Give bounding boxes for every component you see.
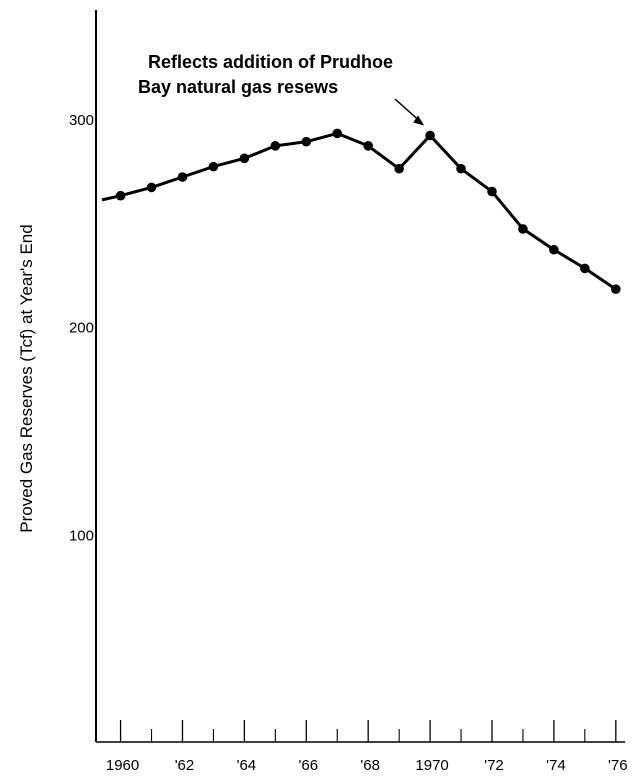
data-point (518, 224, 528, 234)
data-point (580, 263, 590, 274)
x-tick-label: '76 (608, 757, 628, 774)
series-line (101, 131, 617, 291)
data-point (332, 128, 343, 139)
x-tick-label: '62 (175, 757, 195, 774)
data-point (549, 244, 559, 255)
data-point (394, 163, 404, 174)
x-tick-label: 1970 (415, 757, 448, 774)
annotation-line-1: Reflects addition of Prudhoe (148, 52, 393, 72)
data-point (425, 130, 435, 141)
annotation-arrow-line (394, 98, 421, 123)
data-point (208, 161, 219, 172)
data-point (363, 141, 373, 151)
annotation-arrowhead (413, 115, 425, 126)
data-point (270, 141, 281, 151)
axes: Proved Gas Reserves (Tcf) at Year's End 1… (17, 10, 625, 743)
x-tick-label: '66 (299, 757, 319, 774)
data-point (456, 163, 466, 174)
annotation-line-2: Bay natural gas resews (138, 77, 338, 97)
data-point (611, 284, 621, 294)
x-tick-label: '72 (484, 757, 504, 774)
annotation: Reflects addition of Prudhoe Bay natural … (138, 52, 425, 126)
data-point (487, 186, 497, 197)
x-tick-label: '68 (360, 757, 380, 774)
y-tick-label: 100 (69, 527, 94, 544)
series (101, 128, 621, 294)
data-point (239, 153, 250, 164)
x-tick-label: '64 (237, 757, 257, 774)
x-tick-label: '74 (546, 757, 566, 774)
x-tick-label: 1960 (106, 757, 139, 774)
y-tick-label: 200 (69, 320, 94, 337)
data-point (115, 190, 126, 201)
data-point (146, 182, 157, 193)
y-axis-title: Proved Gas Reserves (Tcf) at Year's End (17, 224, 36, 532)
data-point (177, 172, 188, 182)
ticks: 1960 '62 '64 '66 '68 1970 '72 '74 '76 (106, 720, 628, 774)
y-tick-label: 300 (69, 112, 94, 129)
data-point (301, 136, 312, 147)
